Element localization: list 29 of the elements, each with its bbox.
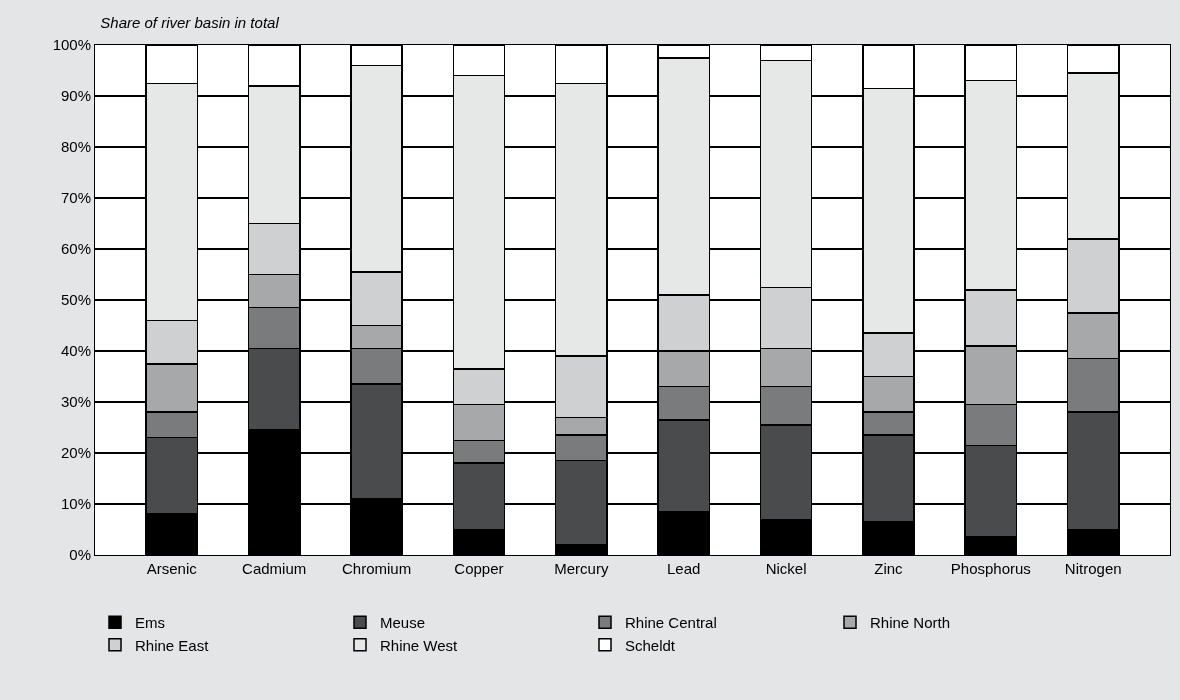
- legend-label: Rhine East: [135, 636, 210, 654]
- y-tick-label: 70%: [60, 189, 91, 207]
- y-tick-label: 0%: [69, 546, 91, 564]
- y-tick-label: 100%: [52, 36, 91, 54]
- chart-title: Share of river basin in total: [100, 14, 280, 31]
- y-tick-label: 50%: [60, 291, 91, 309]
- x-tick-label: Cadmium: [242, 560, 307, 577]
- x-tick-label: Chromium: [341, 560, 412, 577]
- legend-label: Rhine North: [870, 614, 951, 632]
- y-tick-label: 20%: [60, 444, 91, 462]
- x-tick-label: Nitrogen: [1064, 560, 1122, 577]
- y-tick-label: 10%: [60, 495, 91, 513]
- y-tick-label: 60%: [60, 240, 91, 258]
- x-tick-label: Mercury: [554, 560, 609, 577]
- legend-label: Rhine West: [380, 636, 459, 654]
- x-tick-label: Copper: [454, 560, 504, 577]
- x-tick-label: Arsenic: [146, 560, 198, 577]
- y-tick-label: 80%: [60, 138, 91, 156]
- y-tick-label: 40%: [60, 342, 91, 360]
- x-tick-label: Phosphorus: [950, 560, 1031, 577]
- x-tick-label: Lead: [667, 560, 701, 577]
- x-tick-label: Nickel: [765, 560, 807, 577]
- y-tick-label: 30%: [60, 393, 91, 411]
- legend-label: Rhine Central: [625, 614, 717, 632]
- legend-label: Scheldt: [625, 636, 676, 654]
- x-tick-label: Zinc: [874, 560, 904, 577]
- y-tick-label: 90%: [60, 87, 91, 105]
- legend-label: Meuse: [380, 614, 426, 632]
- legend-label: Ems: [135, 614, 165, 632]
